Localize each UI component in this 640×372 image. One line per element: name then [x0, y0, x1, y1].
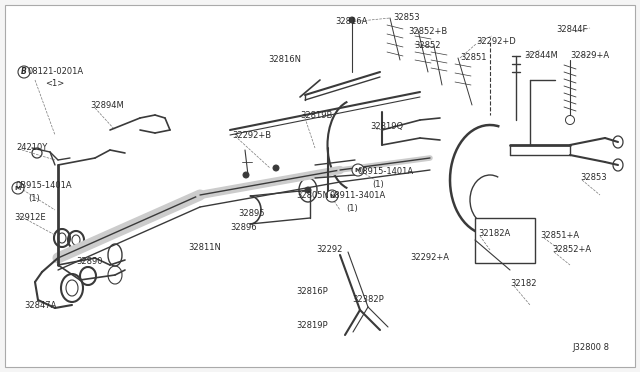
- Text: 32852+B: 32852+B: [408, 28, 447, 36]
- Text: 32292+B: 32292+B: [232, 131, 271, 141]
- Text: 32811N: 32811N: [188, 244, 221, 253]
- Text: 32816A: 32816A: [335, 17, 367, 26]
- Text: 32816P: 32816P: [296, 288, 328, 296]
- Text: 32829+A: 32829+A: [570, 51, 609, 61]
- Text: M: M: [355, 167, 361, 173]
- Text: 32382P: 32382P: [352, 295, 384, 305]
- Text: 32819B: 32819B: [300, 112, 332, 121]
- Text: N: N: [330, 193, 335, 199]
- Text: 32819Q: 32819Q: [370, 122, 403, 131]
- Text: 32819P: 32819P: [296, 321, 328, 330]
- Text: M: M: [15, 186, 21, 190]
- Text: 08915-1401A: 08915-1401A: [358, 167, 414, 176]
- Text: 32182: 32182: [510, 279, 536, 289]
- Text: 32844F: 32844F: [556, 26, 588, 35]
- Circle shape: [326, 190, 338, 202]
- Circle shape: [349, 17, 355, 23]
- Text: 32805N: 32805N: [296, 192, 329, 201]
- Text: 08121-0201A: 08121-0201A: [28, 67, 84, 77]
- Text: 32853: 32853: [393, 13, 420, 22]
- Text: 32895: 32895: [238, 209, 264, 218]
- Text: 32847A: 32847A: [24, 301, 56, 311]
- Text: (1): (1): [372, 180, 384, 189]
- Text: 08911-3401A: 08911-3401A: [330, 192, 387, 201]
- Text: J32800 8: J32800 8: [572, 343, 609, 353]
- Text: (1): (1): [346, 203, 358, 212]
- Circle shape: [305, 187, 311, 193]
- Text: 32844M: 32844M: [524, 51, 557, 61]
- Text: 32890: 32890: [76, 257, 102, 266]
- Text: 32852+A: 32852+A: [552, 246, 591, 254]
- Text: 32292: 32292: [316, 246, 342, 254]
- Text: 32292+A: 32292+A: [410, 253, 449, 263]
- Text: 0B915-1401A: 0B915-1401A: [16, 182, 72, 190]
- Text: 32852: 32852: [414, 42, 440, 51]
- Circle shape: [273, 165, 279, 171]
- Text: 32182A: 32182A: [478, 230, 510, 238]
- Circle shape: [352, 164, 364, 176]
- Circle shape: [18, 66, 30, 78]
- Text: 32851+A: 32851+A: [540, 231, 579, 241]
- Text: 24210Y: 24210Y: [16, 144, 47, 153]
- Text: 32894M: 32894M: [90, 102, 124, 110]
- Text: <1>: <1>: [45, 80, 64, 89]
- Text: 32816N: 32816N: [268, 55, 301, 64]
- Text: (1): (1): [28, 193, 40, 202]
- Text: 32292+D: 32292+D: [476, 38, 516, 46]
- Circle shape: [12, 182, 24, 194]
- Text: 32851: 32851: [460, 54, 486, 62]
- Bar: [475, 218, 535, 263]
- Circle shape: [243, 172, 249, 178]
- Text: 32896: 32896: [230, 224, 257, 232]
- Text: 32912E: 32912E: [14, 214, 45, 222]
- Text: 32853: 32853: [580, 173, 607, 183]
- Text: B: B: [21, 67, 27, 77]
